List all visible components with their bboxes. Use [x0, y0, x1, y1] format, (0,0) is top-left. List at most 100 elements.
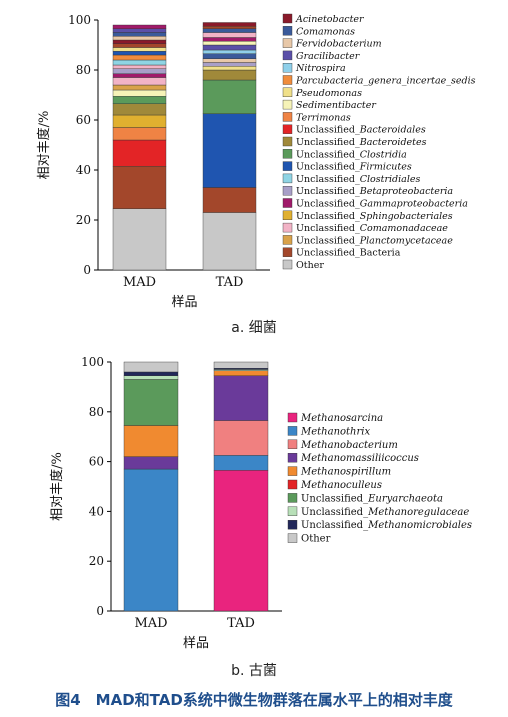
bacteria-bar-segment [202, 49, 257, 54]
archaea-y-tick-label: 60 [89, 455, 104, 469]
bacteria-legend-swatch [282, 210, 293, 221]
archaea-bar-segment [213, 470, 269, 612]
bacteria-bar-segment [112, 89, 167, 97]
archaea-y-tick-label: 100 [81, 355, 104, 369]
bacteria-legend-label: Unclassified_Sphingobacteriales [296, 211, 453, 222]
bacteria-y-label: 相对丰度/% [36, 111, 52, 180]
archaea-legend-label: Methanomassiliicoccus [300, 453, 419, 464]
bacteria-legend-swatch [282, 87, 293, 98]
bacteria-legend-label: Unclassified_Clostridiales [296, 174, 420, 185]
archaea-category-label: TAD [227, 616, 255, 631]
archaea-legend-label: Methanothrix [300, 426, 370, 437]
bacteria-bar-segment [112, 73, 167, 78]
sub-caption-archaea: b. 古菌 [231, 663, 277, 679]
archaea-legend-label: Other [301, 534, 331, 545]
bacteria-bar-segment [202, 113, 257, 188]
bacteria-bar-segment [112, 36, 167, 41]
sub-caption-bacteria: a. 细菌 [231, 320, 277, 336]
bacteria-bar-segment [112, 103, 167, 116]
bacteria-legend-label: Unclassified_Comamonadaceae [296, 223, 448, 234]
bacteria-bar-segment [202, 187, 257, 213]
bacteria-legend-label: Sedimentibacter [296, 100, 377, 111]
bacteria-bar-segment [112, 84, 167, 91]
bacteria-bar-segment [112, 51, 167, 56]
bacteria-legend-swatch [282, 26, 293, 36]
archaea-bar-segment [213, 420, 269, 456]
bacteria-legend-label: Unclassified_Bacteroidetes [296, 137, 427, 148]
bacteria-legend-swatch [282, 222, 293, 233]
bacteria-bar-segment [112, 68, 167, 74]
bacteria-bar-segment [202, 69, 257, 81]
bacteria-bar-segment [112, 166, 167, 209]
bacteria-bar-segment [112, 127, 167, 141]
archaea-bar-segment [123, 375, 179, 380]
archaea-bar-segment [213, 375, 269, 421]
archaea-legend-label: Methanobacterium [300, 440, 398, 451]
bacteria-legend-label: Gracilibacter [296, 51, 361, 62]
bacteria-bar-segment [202, 37, 257, 42]
bacteria-legend-swatch [282, 198, 293, 208]
archaea-y-tick-label: 0 [96, 604, 104, 618]
bacteria-y-tick-label: 100 [68, 13, 91, 27]
archaea-bar-segment [123, 361, 179, 373]
archaea-legend-swatch [287, 533, 298, 543]
bacteria-bar-segment [202, 58, 257, 63]
archaea-legend-swatch [287, 493, 298, 503]
bacteria-bar-segment [202, 53, 257, 59]
bacteria-bar-segment [202, 44, 257, 51]
bacteria-bar-segment [202, 22, 257, 27]
bacteria-legend-swatch [282, 38, 293, 48]
bacteria-legend-label: Nitrospira [295, 63, 346, 74]
bacteria-legend-label: Unclassified_Planctomycetaceae [296, 235, 453, 246]
bacteria-legend-swatch [282, 50, 293, 61]
bacteria-legend-swatch [282, 75, 293, 85]
archaea-bar-segment [213, 361, 269, 369]
archaea-legend-swatch [287, 453, 298, 463]
archaea-legend-swatch [287, 412, 298, 423]
bacteria-legend-swatch [282, 136, 293, 147]
bacteria-bar-segment [112, 96, 167, 104]
bacteria-legend-label: Parcubacteria_genera_incertae_sedis [295, 76, 476, 87]
bacteria-bar-segment [112, 114, 167, 128]
bacteria-legend-swatch [282, 13, 293, 24]
archaea-legend-label: Unclassified_Euryarchaeota [301, 493, 443, 504]
bacteria-legend-swatch [282, 124, 293, 134]
bacteria-y-tick-label: 60 [76, 113, 91, 127]
bacteria-legend-swatch [282, 161, 293, 171]
bacteria-bar-segment [202, 66, 257, 71]
bacteria-bar-segment [112, 32, 167, 37]
archaea-bar-segment [123, 425, 179, 457]
bacteria-legend-label: Fervidobacterium [295, 39, 382, 50]
bacteria-bar-segment [202, 28, 257, 33]
bacteria-legend-label: Unclassified_Gammaproteobacteria [296, 199, 468, 210]
bacteria-legend-label: Comamonas [296, 26, 355, 37]
bacteria-legend-swatch [282, 235, 293, 245]
bacteria-bar-segment [202, 41, 257, 46]
bacteria-legend-swatch [282, 247, 293, 257]
archaea-bar-segment [213, 370, 269, 376]
archaea-legend-swatch [287, 520, 298, 530]
archaea-y-label: 相对丰度/% [49, 452, 65, 521]
bacteria-bar-segment [112, 208, 167, 271]
bacteria-bar-segment [112, 24, 167, 29]
bacteria-bar-segment [202, 32, 257, 38]
archaea-legend-label: Methanosarcina [300, 413, 383, 424]
bacteria-bar-segment [112, 59, 167, 66]
bacteria-legend-swatch [282, 173, 293, 184]
bacteria-y-tick-label: 40 [76, 163, 91, 177]
bacteria-legend-label: Pseudomonas [295, 88, 362, 99]
bacteria-bar-segment [202, 79, 257, 114]
archaea-bar-segment [123, 371, 179, 376]
archaea-legend-swatch [287, 426, 298, 436]
bacteria-legend-swatch [282, 185, 293, 196]
bacteria-legend-label: Unclassified_Firmicutes [296, 162, 412, 173]
archaea-y-tick-label: 80 [89, 405, 104, 419]
bacteria-bar-segment [112, 47, 167, 52]
archaea-legend-swatch [287, 506, 298, 516]
archaea-bar-segment [213, 455, 269, 471]
bacteria-bar-segment [112, 77, 167, 86]
archaea-x-label: 样品 [183, 636, 209, 651]
bacteria-legend-swatch [282, 99, 293, 110]
